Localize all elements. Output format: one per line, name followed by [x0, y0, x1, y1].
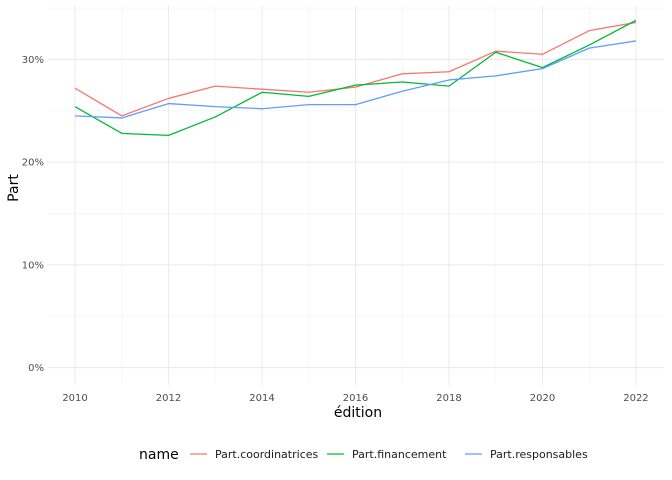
x-tick-label: 2016 [343, 393, 368, 404]
series-line-part-coordinatrices [74, 21, 637, 117]
legend-title: name [139, 447, 179, 463]
x-axis-tick-labels: 2010 2012 2014 2016 2018 2020 2022 [62, 393, 648, 404]
x-tick-label: 2022 [623, 393, 648, 404]
x-axis-title: édition [334, 405, 382, 421]
x-tick-label: 2018 [436, 393, 461, 404]
y-axis-title: Part [6, 174, 22, 202]
x-tick-label: 2020 [530, 393, 555, 404]
y-tick-label: 30% [22, 55, 44, 66]
legend-label: Part.financement [352, 448, 447, 461]
major-gridlines [47, 6, 664, 385]
series-line-part-financement [74, 19, 637, 137]
y-tick-label: 10% [22, 260, 44, 271]
legend-label: Part.coordinatrices [215, 448, 319, 461]
y-tick-label: 20% [22, 158, 44, 169]
legend-label: Part.responsables [490, 448, 588, 461]
y-tick-label: 0% [28, 363, 44, 374]
legend: name Part.coordinatrices Part.financement… [139, 447, 588, 463]
series-lines [74, 19, 637, 137]
x-tick-label: 2012 [156, 393, 181, 404]
x-tick-label: 2010 [62, 393, 87, 404]
series-line-part-responsables [75, 40, 637, 119]
x-tick-label: 2014 [249, 393, 274, 404]
y-axis-tick-labels: 0% 10% 20% 30% [22, 55, 44, 374]
